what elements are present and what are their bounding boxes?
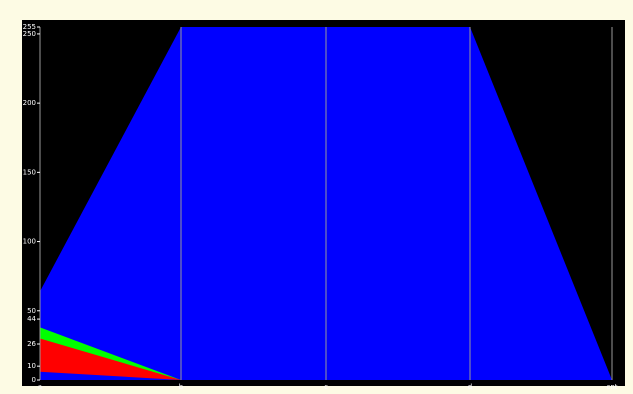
axis-label: a (38, 383, 42, 391)
y-tick-label: 150 (23, 168, 36, 176)
axis-label: c (324, 383, 328, 391)
axis-label: b (179, 383, 184, 391)
y-tick-label: 10 (27, 362, 36, 370)
y-tick-label: 0 (32, 376, 36, 384)
y-tick-label: 200 (23, 99, 36, 107)
y-tick-label: 26 (27, 340, 36, 348)
y-tick-label: 255 (23, 23, 36, 31)
y-tick-label: 50 (27, 307, 36, 315)
y-tick-label: 100 (23, 238, 36, 246)
y-tick-label: 250 (23, 30, 36, 38)
axis-label: d (468, 383, 472, 391)
axis-label: cnt (606, 383, 617, 391)
y-tick-label: 44 (27, 315, 36, 323)
